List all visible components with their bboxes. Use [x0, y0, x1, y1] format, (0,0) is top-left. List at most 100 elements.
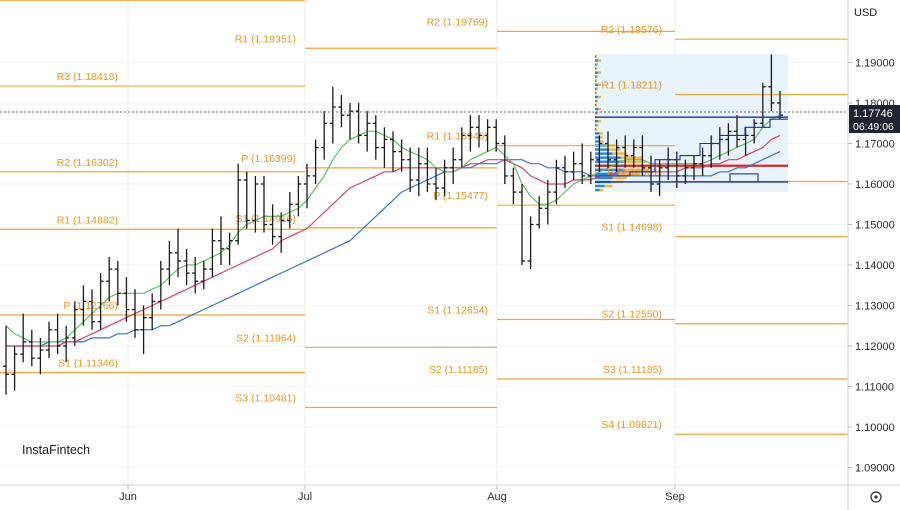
ohlc-bar: [149, 293, 156, 330]
profile-bar-buy: [596, 63, 598, 66]
profile-bar-buy: [620, 156, 642, 159]
ohlc-bar: [252, 175, 259, 233]
profile-bar-buy: [596, 128, 597, 131]
profile-bar-sell: [595, 152, 613, 155]
ohlc-bar: [28, 329, 35, 367]
ohlc-bar: [596, 135, 603, 172]
profile-bar-sell: [595, 172, 620, 176]
ohlc-bar: [157, 260, 164, 310]
profile-bar-sell: [595, 120, 599, 123]
ohlc-bar: [175, 228, 181, 278]
ohlc-bar: [390, 131, 396, 172]
price-axis-background: [849, 0, 900, 510]
ohlc-bar: [407, 147, 414, 193]
ohlc-bar: [183, 248, 190, 286]
profile-bar-buy: [604, 184, 613, 188]
ohlc-bar: [519, 184, 525, 265]
settings-button[interactable]: [870, 491, 882, 503]
profile-bar-buy: [598, 71, 601, 74]
ohlc-bar: [321, 111, 328, 160]
ohlc-bar: [510, 167, 517, 205]
ohlc-bar: [209, 228, 216, 278]
ohlc-bar: [269, 204, 276, 245]
ohlc-bar: [347, 103, 353, 140]
currency-label[interactable]: USD: [854, 7, 877, 19]
profile-bar-buy: [598, 59, 601, 62]
gear-icon-center: [874, 495, 878, 499]
ohlc-bar: [243, 171, 250, 229]
pivot-levels: R4 (1.20535)R3 (1.18418)R2 (1.16302)R1 (…: [0, 0, 848, 435]
profile-bar-buy: [599, 136, 603, 139]
ohlc-bar: [312, 139, 319, 184]
watermark-background: [12, 436, 90, 462]
ohlc-bar: [338, 94, 345, 128]
x-tick-label: Jul: [298, 491, 312, 503]
current-price-badge: [849, 105, 900, 133]
profile-bar-sell: [595, 184, 605, 188]
profile-bar-sell: [595, 140, 600, 143]
range-step-line: [595, 118, 788, 177]
ohlc-bar: [372, 115, 379, 160]
ohlc-bar: [80, 285, 87, 326]
profile-bar-sell: [595, 87, 597, 91]
profile-bar-buy: [596, 124, 599, 127]
grid-lines: [0, 0, 848, 485]
pivot-label: S1 (1.11346): [58, 357, 118, 369]
y-tick-label: 1.15000: [855, 220, 895, 232]
profile-bar-sell: [595, 107, 599, 111]
ohlc-bar: [553, 159, 560, 205]
date-axis: Jun Jul Aug Sep: [119, 485, 685, 503]
range-overlay: [595, 116, 788, 183]
countdown-label: 06:49:06: [853, 121, 894, 133]
profile-bar-sell: [595, 124, 597, 127]
profile-bar-buy: [596, 67, 597, 70]
pivot-label: S3 (1.11185): [603, 364, 662, 376]
profile-bar-buy: [612, 176, 627, 180]
profile-bar-sell: [595, 59, 599, 62]
range-small-box: [729, 173, 759, 183]
currency-selector[interactable]: [849, 0, 900, 24]
ohlc-bar: [587, 151, 594, 184]
y-tick-label: 1.19000: [855, 58, 895, 70]
ohlc-bar: [192, 256, 199, 294]
ohlc-bar: [433, 167, 439, 201]
ohlc-bar: [742, 127, 749, 156]
ohlc-bar: [11, 346, 18, 391]
profile-bar-buy: [598, 83, 601, 86]
ohlc-bar: [106, 256, 113, 302]
gear-icon[interactable]: [870, 491, 882, 503]
profile-bar-buy: [596, 79, 597, 82]
profile-bar-sell: [595, 111, 597, 115]
profile-bar-sell: [595, 148, 610, 151]
pivot-label: P (1.16399): [241, 153, 296, 165]
ohlc-bar: [54, 313, 61, 355]
pivot-label: R1 (1.16946): [427, 131, 488, 143]
ohlc-bar: [450, 147, 457, 184]
pivot-label: R2 (1.19769): [427, 16, 488, 28]
pivot-label: R2 (1.19576): [601, 24, 662, 36]
ohlc-bar: [501, 135, 508, 184]
pivot-label: S2 (1.11185): [429, 364, 488, 376]
x-tick-label: Jun: [119, 491, 137, 503]
ohlc-bars: [3, 54, 783, 395]
y-tick-label: 1.16000: [855, 179, 895, 191]
ohlc-bar: [768, 54, 775, 112]
ohlc-bar: [536, 196, 543, 229]
ohlc-bar: [648, 155, 654, 193]
profile-bar-sell: [595, 75, 597, 78]
profile-bar-sell: [595, 67, 597, 70]
profile-bar-buy: [596, 99, 599, 103]
ohlc-bar: [424, 147, 431, 193]
profile-bar-sell: [595, 132, 600, 135]
y-tick-label: 1.11000: [855, 382, 894, 394]
ohlc-bar: [278, 212, 285, 253]
ohlc-bar: [699, 147, 706, 176]
profile-bar-sell: [595, 95, 599, 99]
ohlc-bar: [613, 139, 620, 172]
ohlc-bar: [656, 159, 663, 197]
ohlc-bar: [458, 127, 465, 168]
y-tick-label: 1.09000: [855, 463, 895, 475]
ohlc-bar: [218, 216, 224, 265]
pivot-label: R3 (1.18418): [57, 71, 118, 83]
ohlc-bar: [20, 313, 27, 363]
